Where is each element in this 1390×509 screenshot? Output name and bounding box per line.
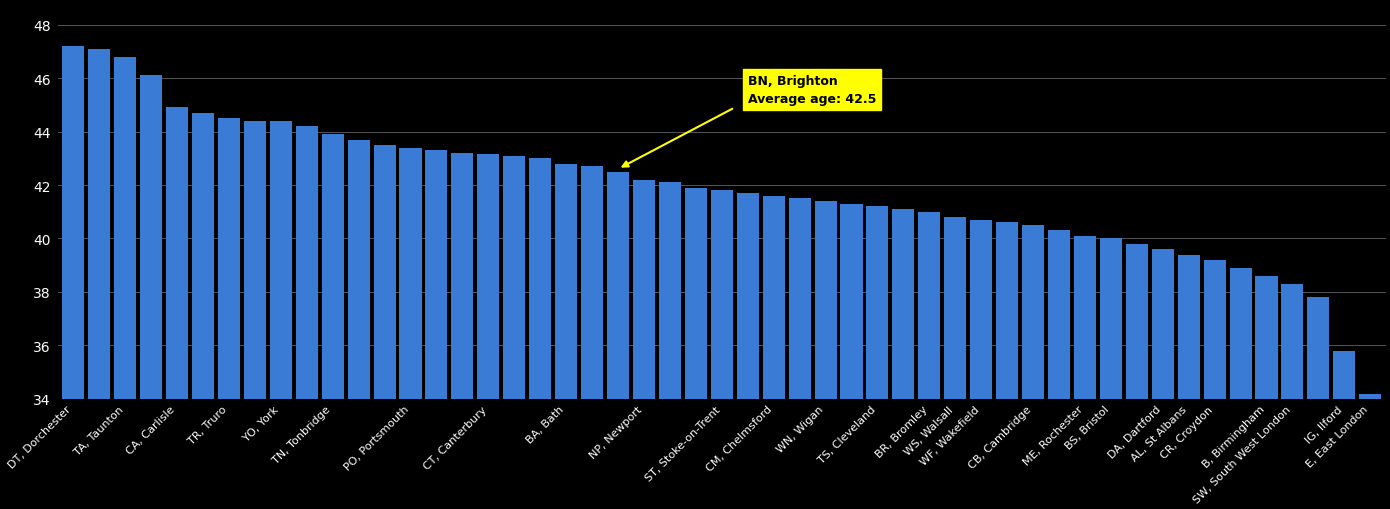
Bar <box>348 140 370 399</box>
Bar <box>63 47 85 399</box>
Bar <box>114 58 136 399</box>
Bar <box>425 151 448 399</box>
Bar <box>659 183 681 399</box>
Bar <box>1152 250 1173 399</box>
Bar <box>477 155 499 399</box>
Bar <box>270 122 292 399</box>
Bar <box>321 135 343 399</box>
Bar <box>1282 285 1304 399</box>
Bar <box>555 164 577 399</box>
Bar <box>607 173 630 399</box>
Bar <box>165 108 188 399</box>
Bar <box>1126 244 1148 399</box>
Bar <box>192 114 214 399</box>
Bar <box>1048 231 1070 399</box>
Bar <box>763 196 785 399</box>
Bar <box>218 119 240 399</box>
Text: BN, Brighton
Average age: 42.5: BN, Brighton Average age: 42.5 <box>748 75 876 105</box>
Bar <box>296 127 318 399</box>
Bar <box>374 146 396 399</box>
Bar <box>815 202 837 399</box>
Bar <box>1099 239 1122 399</box>
Bar <box>503 156 525 399</box>
Bar <box>970 220 992 399</box>
Bar <box>788 199 810 399</box>
Bar <box>710 191 733 399</box>
Bar <box>1255 276 1277 399</box>
Bar <box>685 188 708 399</box>
Bar <box>1359 394 1382 399</box>
Bar <box>1204 261 1226 399</box>
Bar <box>841 204 863 399</box>
Bar <box>866 207 888 399</box>
Bar <box>1230 268 1251 399</box>
Bar <box>892 210 915 399</box>
Bar <box>140 76 163 399</box>
Bar <box>88 49 110 399</box>
Bar <box>243 122 265 399</box>
Bar <box>1177 255 1200 399</box>
Bar <box>1333 351 1355 399</box>
Bar <box>737 193 759 399</box>
Bar <box>1022 225 1044 399</box>
Bar <box>919 212 940 399</box>
Bar <box>1308 298 1329 399</box>
Bar <box>632 180 655 399</box>
Bar <box>1074 236 1095 399</box>
Bar <box>944 218 966 399</box>
Bar <box>997 223 1017 399</box>
Bar <box>452 154 474 399</box>
Bar <box>530 159 552 399</box>
Bar <box>581 167 603 399</box>
Bar <box>399 148 421 399</box>
